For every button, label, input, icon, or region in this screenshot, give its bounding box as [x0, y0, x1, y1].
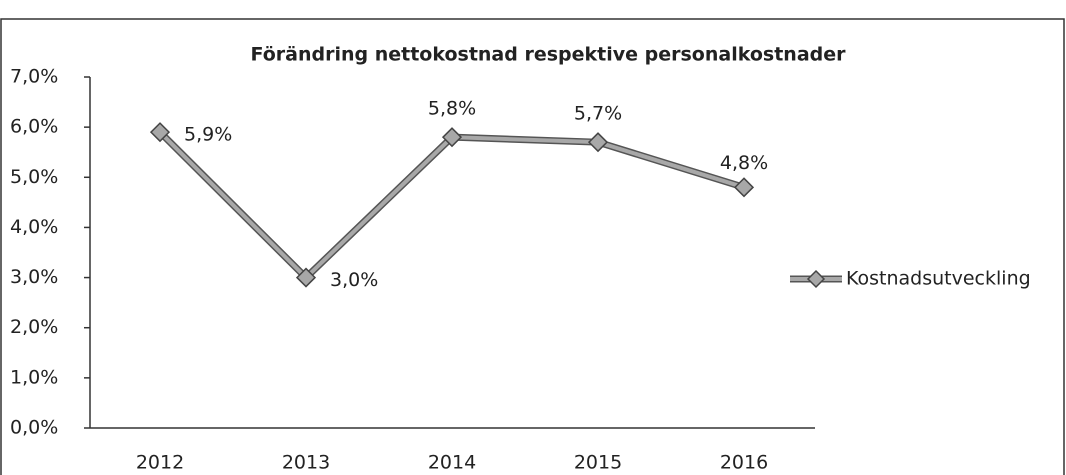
series-line [158, 130, 745, 280]
x-tick-label: 2013 [282, 452, 330, 474]
x-tick-label: 2016 [720, 452, 768, 474]
y-tick-label: 7,0% [10, 66, 58, 88]
legend-label: Kostnadsutveckling [846, 268, 1031, 290]
y-tick-label: 0,0% [10, 417, 58, 439]
chart-border [0, 18, 1065, 475]
series-marker [733, 177, 755, 198]
y-tick-label: 1,0% [10, 366, 58, 388]
data-label: 5,9% [184, 124, 232, 146]
data-label: 4,8% [720, 152, 768, 174]
series-marker [149, 122, 171, 143]
series-line-outline [157, 129, 746, 282]
x-tick-label: 2014 [428, 452, 476, 474]
y-tick-label: 6,0% [10, 116, 58, 138]
chart-title: Förändring nettokostnad respektive perso… [251, 44, 847, 66]
data-label: 5,7% [574, 103, 622, 125]
y-tick-label: 5,0% [10, 166, 58, 188]
series-marker [587, 132, 609, 153]
legend-marker [806, 269, 826, 289]
y-tick-label: 2,0% [10, 316, 58, 338]
data-label: 5,8% [428, 98, 476, 120]
y-tick-label: 3,0% [10, 266, 58, 288]
y-tick-label: 4,0% [10, 216, 58, 238]
data-label: 3,0% [330, 269, 378, 291]
series-marker [441, 127, 463, 148]
x-tick-label: 2012 [136, 452, 184, 474]
x-tick-label: 2015 [574, 452, 622, 474]
series-marker [295, 267, 317, 288]
